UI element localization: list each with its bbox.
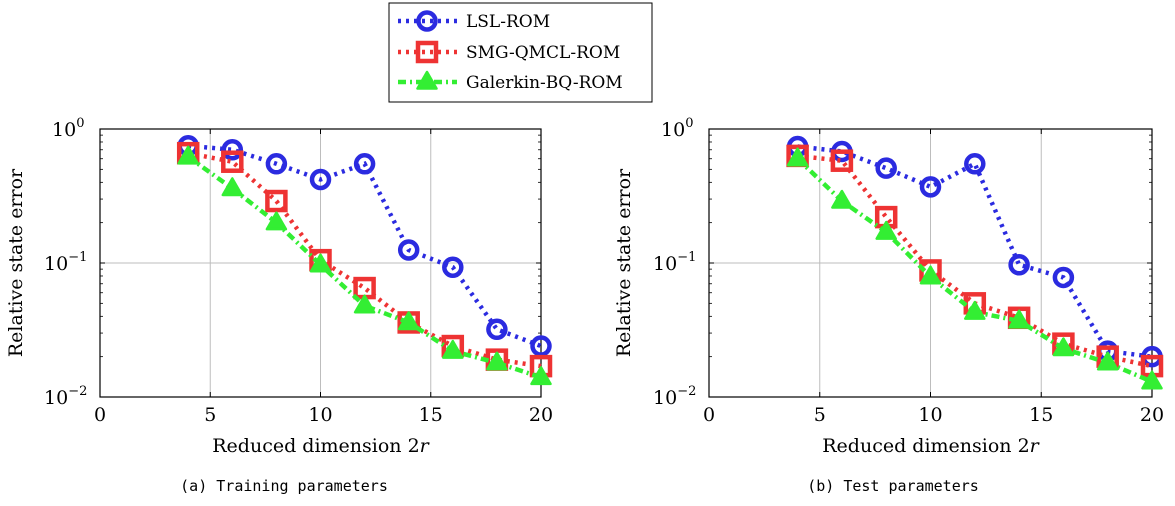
- data-point: [964, 153, 986, 175]
- y-tick-label: 10−1: [653, 250, 696, 275]
- data-point: [1008, 309, 1030, 329]
- legend-label: Galerkin-BQ-ROM: [466, 73, 623, 93]
- data-point: [1052, 337, 1075, 357]
- y-tick-label: 10−2: [653, 384, 696, 409]
- legend: LSL-ROM SMG-QMCL-ROM Galerkin-BQ-ROM: [388, 2, 653, 103]
- data-point: [309, 168, 332, 191]
- data-point: [442, 339, 464, 359]
- data-point: [1096, 351, 1119, 371]
- figure-caption: (a) Training parameters: [180, 477, 388, 495]
- data-point: [486, 318, 508, 341]
- circle-marker-icon: [416, 10, 438, 32]
- legend-entry: Galerkin-BQ-ROM: [398, 70, 623, 93]
- data-point: [265, 189, 288, 213]
- legend-label: LSL-ROM: [466, 12, 550, 32]
- data-point: [875, 157, 897, 179]
- data-point: [265, 153, 288, 175]
- data-point: [1141, 370, 1163, 390]
- x-tick-label: 10: [918, 404, 942, 426]
- legend-label: SMG-QMCL-ROM: [466, 43, 620, 63]
- data-point: [221, 139, 244, 161]
- legend-entry: LSL-ROM: [398, 10, 550, 32]
- ticks: [99, 128, 542, 398]
- data-point: [397, 311, 420, 331]
- data-point: [353, 153, 376, 175]
- series-lsl-rom: [786, 135, 1163, 368]
- data-point: [1008, 254, 1030, 276]
- figure-caption: (b) Test parameters: [807, 477, 979, 495]
- x-tick-label: 5: [204, 404, 216, 426]
- data-point: [1052, 266, 1075, 289]
- x-tick-label: 10: [308, 404, 332, 426]
- data-point: [221, 150, 244, 173]
- data-point: [397, 239, 420, 261]
- data-point: [353, 294, 376, 314]
- y-tick-label: 100: [661, 116, 693, 141]
- data-point: [309, 253, 332, 273]
- x-tick-label: 20: [1140, 404, 1164, 426]
- triangle-marker-icon: [416, 70, 438, 90]
- series-galerkin-bq-rom: [786, 147, 1163, 390]
- legend-entry: SMG-QMCL-ROM: [398, 40, 620, 64]
- x-tick-label: 0: [703, 404, 715, 426]
- data-point: [786, 147, 809, 167]
- y-axis-label: Relative state error: [613, 168, 635, 357]
- y-axis-label: Relative state error: [5, 168, 27, 357]
- series-line: [187, 143, 542, 349]
- data-point: [919, 176, 942, 198]
- data-point: [919, 265, 942, 285]
- data-point: [177, 145, 199, 165]
- chart-test: 0 5 10 15 20 100 10−1 10−2 Reduced dimension 2r R…: [613, 116, 1164, 495]
- y-tick-label: 10−1: [44, 250, 87, 275]
- chart-training: 0 5 10 15 20 100 10−1 10−2 Reduced dimension 2r R…: [5, 116, 553, 495]
- data-point: [831, 189, 853, 209]
- data-point: [875, 220, 897, 240]
- series-line: [797, 153, 1153, 369]
- data-point: [442, 256, 464, 278]
- data-point: [830, 149, 854, 172]
- x-tick-label: 0: [94, 404, 106, 426]
- data-point: [221, 177, 244, 197]
- y-tick-label: 10−2: [44, 384, 87, 409]
- data-point: [486, 351, 508, 371]
- x-tick-label: 15: [419, 404, 443, 426]
- data-point: [530, 366, 552, 386]
- y-tick-label: 100: [52, 116, 84, 141]
- data-point: [265, 211, 288, 231]
- square-marker-icon: [415, 40, 439, 64]
- x-axis-label: Reduced dimension 2r: [212, 435, 430, 457]
- data-point: [353, 276, 376, 300]
- series-line: [797, 144, 1153, 359]
- series-line: [187, 150, 542, 369]
- series-smg-qmcl-rom: [176, 141, 553, 378]
- series-line: [186, 154, 542, 380]
- ticks: [708, 128, 1153, 398]
- data-point: [530, 335, 552, 357]
- x-tick-label: 15: [1029, 404, 1053, 426]
- x-axis-label: Reduced dimension 2r: [822, 435, 1040, 457]
- x-tick-label: 5: [814, 404, 826, 426]
- series-galerkin-bq-rom: [177, 145, 552, 386]
- data-point: [964, 300, 986, 320]
- x-tick-label: 20: [529, 404, 553, 426]
